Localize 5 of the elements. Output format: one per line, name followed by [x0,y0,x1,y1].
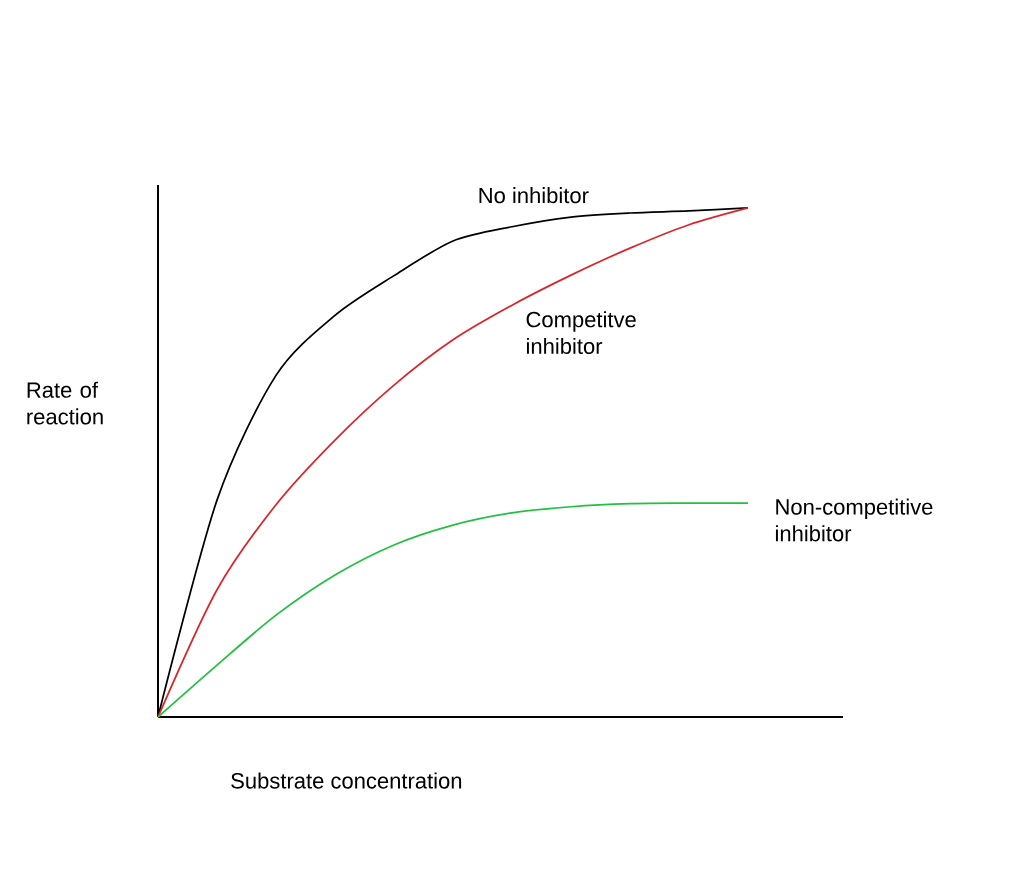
series-label: No inhibitor [479,187,589,204]
x-axis-title: Substrate concentration [231,772,462,789]
series-label: Non-competitive inhibitor [775,498,933,542]
y-axis-title: Rate of reaction [27,381,103,425]
series-label: Competitve inhibitor [526,311,636,355]
